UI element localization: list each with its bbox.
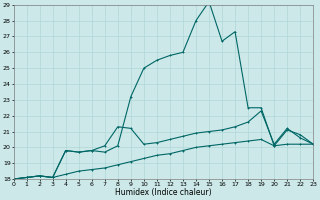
- X-axis label: Humidex (Indice chaleur): Humidex (Indice chaleur): [115, 188, 212, 197]
